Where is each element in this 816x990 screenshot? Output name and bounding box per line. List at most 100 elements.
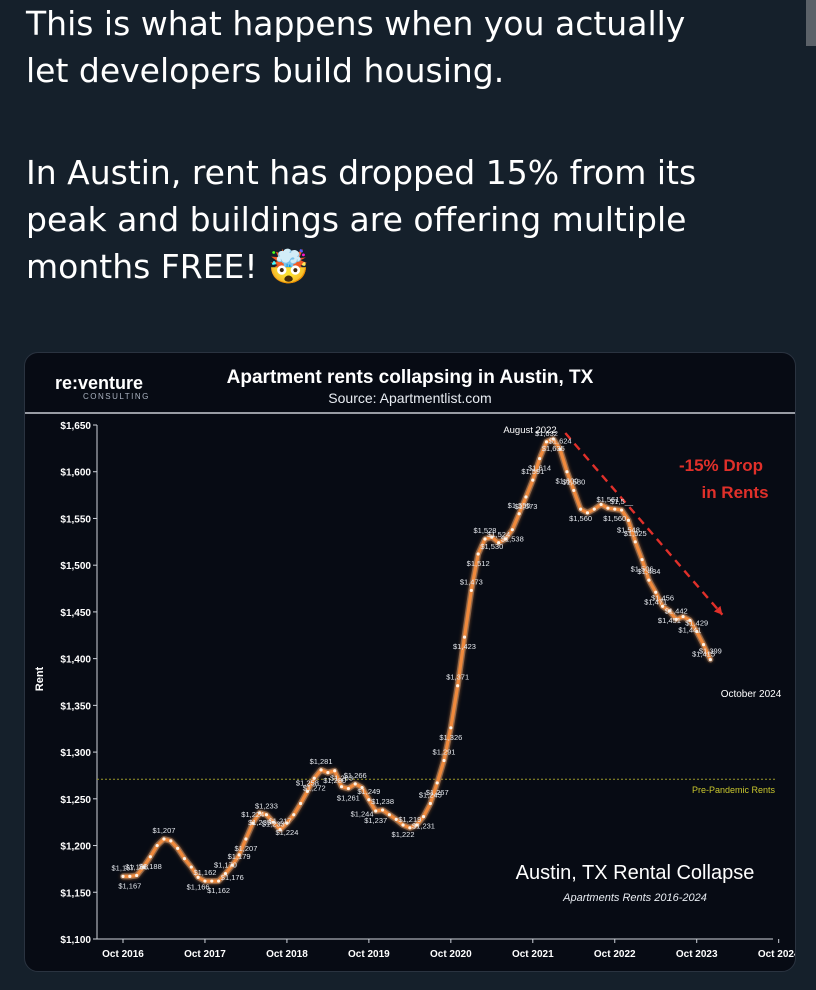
data-point [169,839,173,843]
data-label: $1,451 [658,616,681,625]
data-label: $1,530 [480,542,503,551]
data-label: $1,162 [193,868,216,877]
x-tick-label: Oct 2017 [184,949,226,960]
data-point [271,820,275,824]
data-label: $1,267 [426,788,449,797]
data-point [483,537,487,541]
data-point [237,853,241,857]
data-label: $1,170 [214,861,237,870]
tweet-line-text: months FREE! [26,247,258,286]
data-point [442,758,446,763]
chart-image[interactable]: re:venture CONSULTING Apartment rents co… [24,352,796,972]
data-label: $1,442 [665,606,688,615]
footer-subtitle: Apartments Rents 2016-2024 [562,892,707,904]
x-tick-label: Oct 2023 [676,949,718,960]
data-point [182,857,187,861]
data-label: $1,238 [371,797,394,806]
data-label: $1,176 [221,873,244,882]
data-label: $1,538 [501,535,524,544]
y-tick-label: $1,450 [60,608,91,619]
brand-subtitle: CONSULTING [83,392,150,401]
data-point [688,618,692,622]
data-point [244,837,248,841]
data-point [230,863,234,867]
data-label: $1,219 [398,815,421,824]
data-point [701,643,706,647]
data-label: $1,560 [603,514,626,523]
data-point [490,535,494,539]
data-label: $1,580 [562,477,585,486]
data-label: $1,263 [330,774,353,783]
data-point [401,823,405,827]
y-tick-label: $1,600 [60,468,91,479]
data-point [135,873,139,878]
y-axis-label: Rent [34,666,46,691]
data-point [367,798,371,802]
data-label: $1,471 [644,597,667,606]
data-label: $1,632 [535,429,558,438]
data-label: $1,441 [678,625,701,634]
data-point [162,837,166,841]
data-point [565,470,569,474]
data-label: $1,624 [549,436,572,445]
data-point [210,879,214,883]
y-tick-label: $1,300 [60,748,91,759]
scrollbar[interactable] [806,0,816,46]
tweet-line: peak and buildings are offering multiple [26,200,687,239]
data-point [223,871,228,876]
peak-label: August 2022 [503,425,556,436]
data-point [674,617,678,621]
data-point [278,828,282,832]
data-point [155,843,159,848]
y-tick-label: $1,650 [60,421,91,432]
data-label: $1,249 [357,787,380,796]
tweet-line: months FREE! 🤯 [26,243,796,290]
chart-title: Apartment rents collapsing in Austin, TX [227,367,594,388]
data-point [312,776,316,780]
data-point [681,614,685,619]
y-tick-label: $1,200 [60,842,91,853]
data-point [196,875,200,879]
y-tick-label: $1,250 [60,795,91,806]
x-tick-label: Oct 2024 [758,949,795,960]
data-point [503,537,508,541]
data-label: $1,614 [528,464,551,473]
data-point [176,846,180,850]
footer-title: Austin, TX Rental Collapse [516,862,755,884]
data-label: $1,506 [631,565,654,574]
data-point [544,440,549,444]
data-point [660,604,665,608]
drop-label-line1: -15% Drop [679,456,763,475]
x-tick-label: Oct 2019 [348,949,390,960]
data-point [353,782,357,786]
y-tick-label: $1,500 [60,561,91,572]
data-label: $1,5__ [610,497,634,506]
data-label: $1,188 [139,862,162,871]
data-point [264,813,269,817]
data-point [141,865,146,869]
data-point [346,786,350,791]
data-point [128,874,132,878]
data-point [339,785,344,789]
data-label: $1,548 [617,525,640,534]
data-point [415,823,419,827]
data-label: $1,233 [255,802,278,811]
rent-line-chart: re:venture CONSULTING Apartment rents co… [25,367,795,960]
data-label: $1,261 [337,794,360,803]
data-label: $1,244 [351,809,374,818]
data-point [305,789,310,793]
data-point [462,635,467,639]
data-label: $1,280 [323,776,346,785]
data-point [469,588,473,593]
data-point [592,507,596,511]
data-label: $1,207 [234,844,257,853]
data-label: $1,635 [542,444,565,453]
data-point [558,447,562,451]
data-point [647,578,651,582]
data-label: $1,326 [439,733,462,742]
data-label: $1,560 [569,514,592,523]
x-tick-label: Oct 2022 [594,949,636,960]
data-point [538,457,542,461]
data-point [708,657,712,662]
data-point [360,786,364,790]
